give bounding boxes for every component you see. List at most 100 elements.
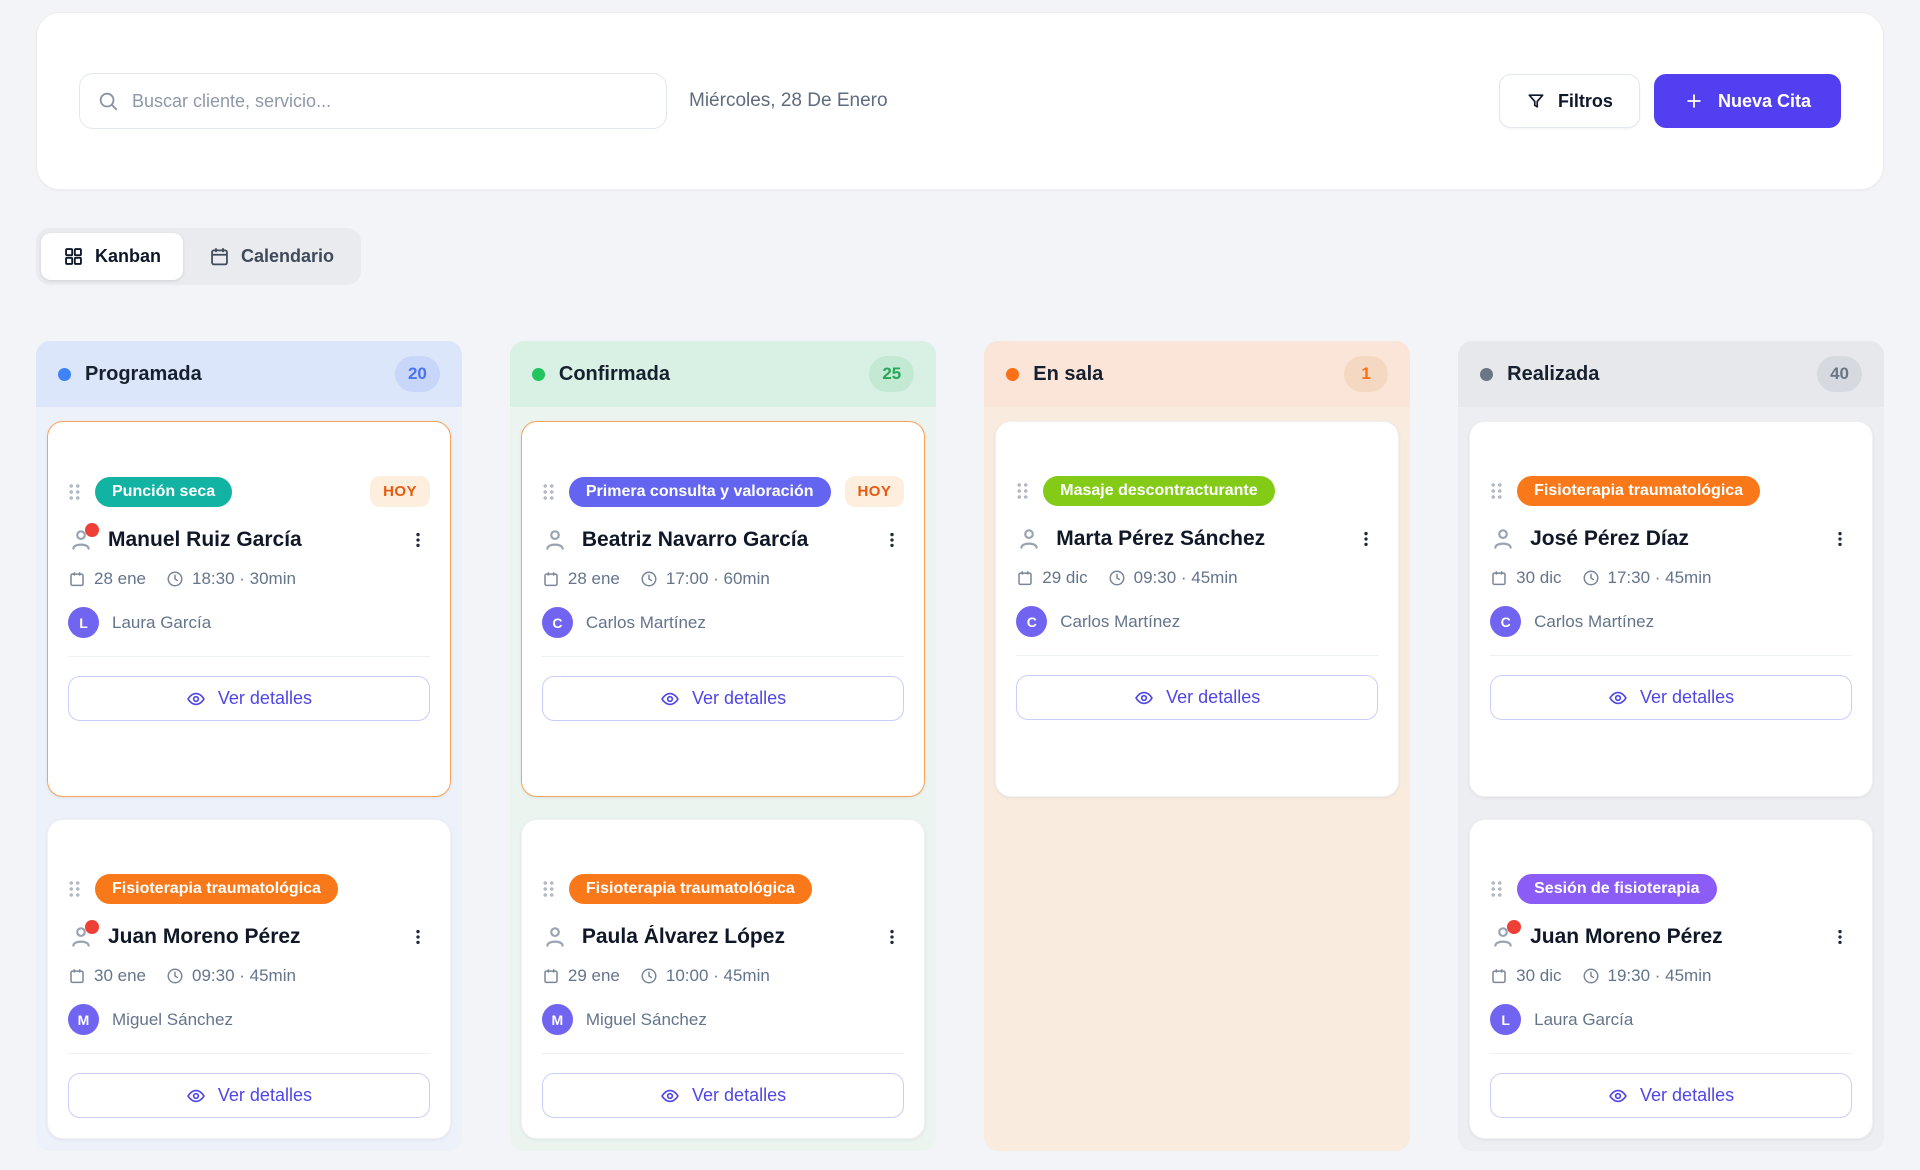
card-menu-button[interactable] xyxy=(1828,527,1852,551)
appointment-card[interactable]: Sesión de fisioterapia Juan Moreno Pérez xyxy=(1469,819,1873,1139)
column-header: En sala 1 xyxy=(984,341,1411,407)
time-label: 18:30 · 30min xyxy=(192,569,296,588)
service-tag: Fisioterapia traumatológica xyxy=(1517,476,1761,506)
column-body: Fisioterapia traumatológica José Pérez D… xyxy=(1458,407,1884,1151)
view-details-button[interactable]: Ver detalles xyxy=(1016,675,1379,720)
tab-calendar[interactable]: Calendario xyxy=(187,233,356,280)
date-meta: 30 ene xyxy=(68,966,146,986)
date-meta: 29 ene xyxy=(542,966,620,986)
date-meta: 29 dic xyxy=(1016,568,1088,588)
time-meta: 19:30 · 45min xyxy=(1582,966,1711,986)
professional-avatar: C xyxy=(541,607,573,638)
drag-handle-icon[interactable] xyxy=(1490,482,1504,500)
appointment-card[interactable]: Primera consulta y valoración HOY Beatri… xyxy=(520,421,926,797)
appointment-card[interactable]: Masaje descontracturante Marta Pérez Sán… xyxy=(995,421,1400,797)
card-menu-button[interactable] xyxy=(1828,925,1852,949)
calendar-icon xyxy=(1492,969,1506,984)
calendar-icon xyxy=(70,572,84,587)
drag-handle-icon[interactable] xyxy=(1016,482,1030,500)
professional-avatar: C xyxy=(1016,606,1048,637)
clock-icon xyxy=(1109,570,1125,586)
divider xyxy=(68,1053,430,1054)
column-header: Confirmada 25 xyxy=(509,341,937,407)
kanban-board: Programada 20 Punción seca HOY Manuel Ru… xyxy=(36,341,1884,1151)
patient-name: Manuel Ruiz García xyxy=(108,528,302,551)
column-count-badge: 25 xyxy=(869,356,915,392)
column-title: Programada xyxy=(85,362,202,385)
eye-icon xyxy=(661,1089,679,1102)
column-count-badge: 40 xyxy=(1817,356,1862,392)
time-meta: 09:30 · 45min xyxy=(1108,568,1238,588)
kanban-column-en-sala: En sala 1 Masaje descontracturante Marta… xyxy=(984,341,1411,1151)
view-details-button[interactable]: Ver detalles xyxy=(541,1073,905,1118)
time-label: 10:00 · 45min xyxy=(665,966,770,985)
date-meta: 30 dic xyxy=(1490,568,1562,588)
search-input[interactable] xyxy=(79,73,667,129)
service-tag: Sesión de fisioterapia xyxy=(1517,874,1717,904)
card-menu-button[interactable] xyxy=(880,925,904,949)
filter-funnel-icon xyxy=(1526,91,1546,111)
column-body: Primera consulta y valoración HOY Beatri… xyxy=(509,407,937,1151)
divider xyxy=(1490,1053,1852,1054)
patient-name: Marta Pérez Sánchez xyxy=(1056,527,1266,550)
service-tag: Fisioterapia traumatológica xyxy=(568,874,812,904)
tab-calendar-label: Calendario xyxy=(241,246,335,266)
appointment-card[interactable]: Fisioterapia traumatológica Juan Moreno … xyxy=(47,819,451,1139)
card-menu-button[interactable] xyxy=(880,528,904,552)
time-label: 09:30 · 45min xyxy=(1133,568,1238,587)
drag-handle-icon[interactable] xyxy=(68,482,81,501)
professional-name: Carlos Martínez xyxy=(1534,611,1655,631)
view-details-button[interactable]: Ver detalles xyxy=(1490,675,1852,720)
current-date-label: Miércoles, 28 De Enero xyxy=(689,90,888,111)
column-body: Masaje descontracturante Marta Pérez Sán… xyxy=(984,407,1411,1151)
new-appointment-button[interactable]: Nueva Cita xyxy=(1653,74,1841,128)
date-label: 28 ene xyxy=(567,569,620,588)
professional-name: Carlos Martínez xyxy=(585,612,706,632)
date-label: 29 dic xyxy=(1042,568,1088,587)
view-details-button[interactable]: Ver detalles xyxy=(68,1073,430,1118)
view-details-button[interactable]: Ver detalles xyxy=(541,676,905,721)
time-meta: 09:30 · 45min xyxy=(166,966,296,986)
appointment-card[interactable]: Punción seca HOY Manuel Ruiz García xyxy=(47,421,451,797)
patient-name: Paula Álvarez López xyxy=(581,925,785,948)
filters-button[interactable]: Filtros xyxy=(1498,74,1640,128)
card-menu-button[interactable] xyxy=(406,925,430,949)
professional-avatar: M xyxy=(68,1004,99,1035)
appointment-card[interactable]: Fisioterapia traumatológica José Pérez D… xyxy=(1469,421,1873,797)
view-switcher: Kanban Calendario xyxy=(36,228,362,285)
calendar-icon xyxy=(209,246,230,267)
tab-kanban[interactable]: Kanban xyxy=(41,233,184,280)
patient-icon xyxy=(1016,526,1042,552)
drag-handle-icon[interactable] xyxy=(1490,880,1504,898)
patient-icon xyxy=(68,523,99,553)
view-details-label: Ver detalles xyxy=(1640,687,1735,707)
time-meta: 17:30 · 45min xyxy=(1582,568,1711,588)
divider xyxy=(1016,655,1379,656)
time-meta: 18:30 · 30min xyxy=(166,569,296,589)
topbar: Miércoles, 28 De Enero Filtros Nueva Cit… xyxy=(36,12,1884,190)
view-details-button[interactable]: Ver detalles xyxy=(68,676,430,721)
service-tag: Fisioterapia traumatológica xyxy=(95,874,338,904)
patient-icon xyxy=(542,527,568,553)
drag-handle-icon[interactable] xyxy=(68,880,81,898)
card-menu-button[interactable] xyxy=(1354,527,1378,551)
eye-icon xyxy=(1609,691,1627,704)
kanban-grid-icon xyxy=(63,246,84,267)
card-menu-button[interactable] xyxy=(406,528,430,552)
divider xyxy=(68,656,430,657)
clock-icon xyxy=(1583,570,1598,586)
drag-handle-icon[interactable] xyxy=(541,880,555,898)
service-tag: Masaje descontracturante xyxy=(1043,476,1275,506)
date-label: 30 dic xyxy=(1516,568,1562,587)
appointment-card[interactable]: Fisioterapia traumatológica Paula Álvare… xyxy=(520,819,926,1139)
patient-name: Beatriz Navarro García xyxy=(581,528,809,551)
today-badge: HOY xyxy=(370,476,430,507)
search-wrap xyxy=(79,73,667,129)
drag-handle-icon[interactable] xyxy=(541,482,555,501)
professional-avatar: L xyxy=(1490,1004,1522,1035)
view-details-button[interactable]: Ver detalles xyxy=(1490,1073,1852,1118)
calendar-icon xyxy=(1018,571,1032,586)
calendar-icon xyxy=(544,969,558,984)
eye-icon xyxy=(661,692,679,705)
calendar-icon xyxy=(544,572,558,587)
